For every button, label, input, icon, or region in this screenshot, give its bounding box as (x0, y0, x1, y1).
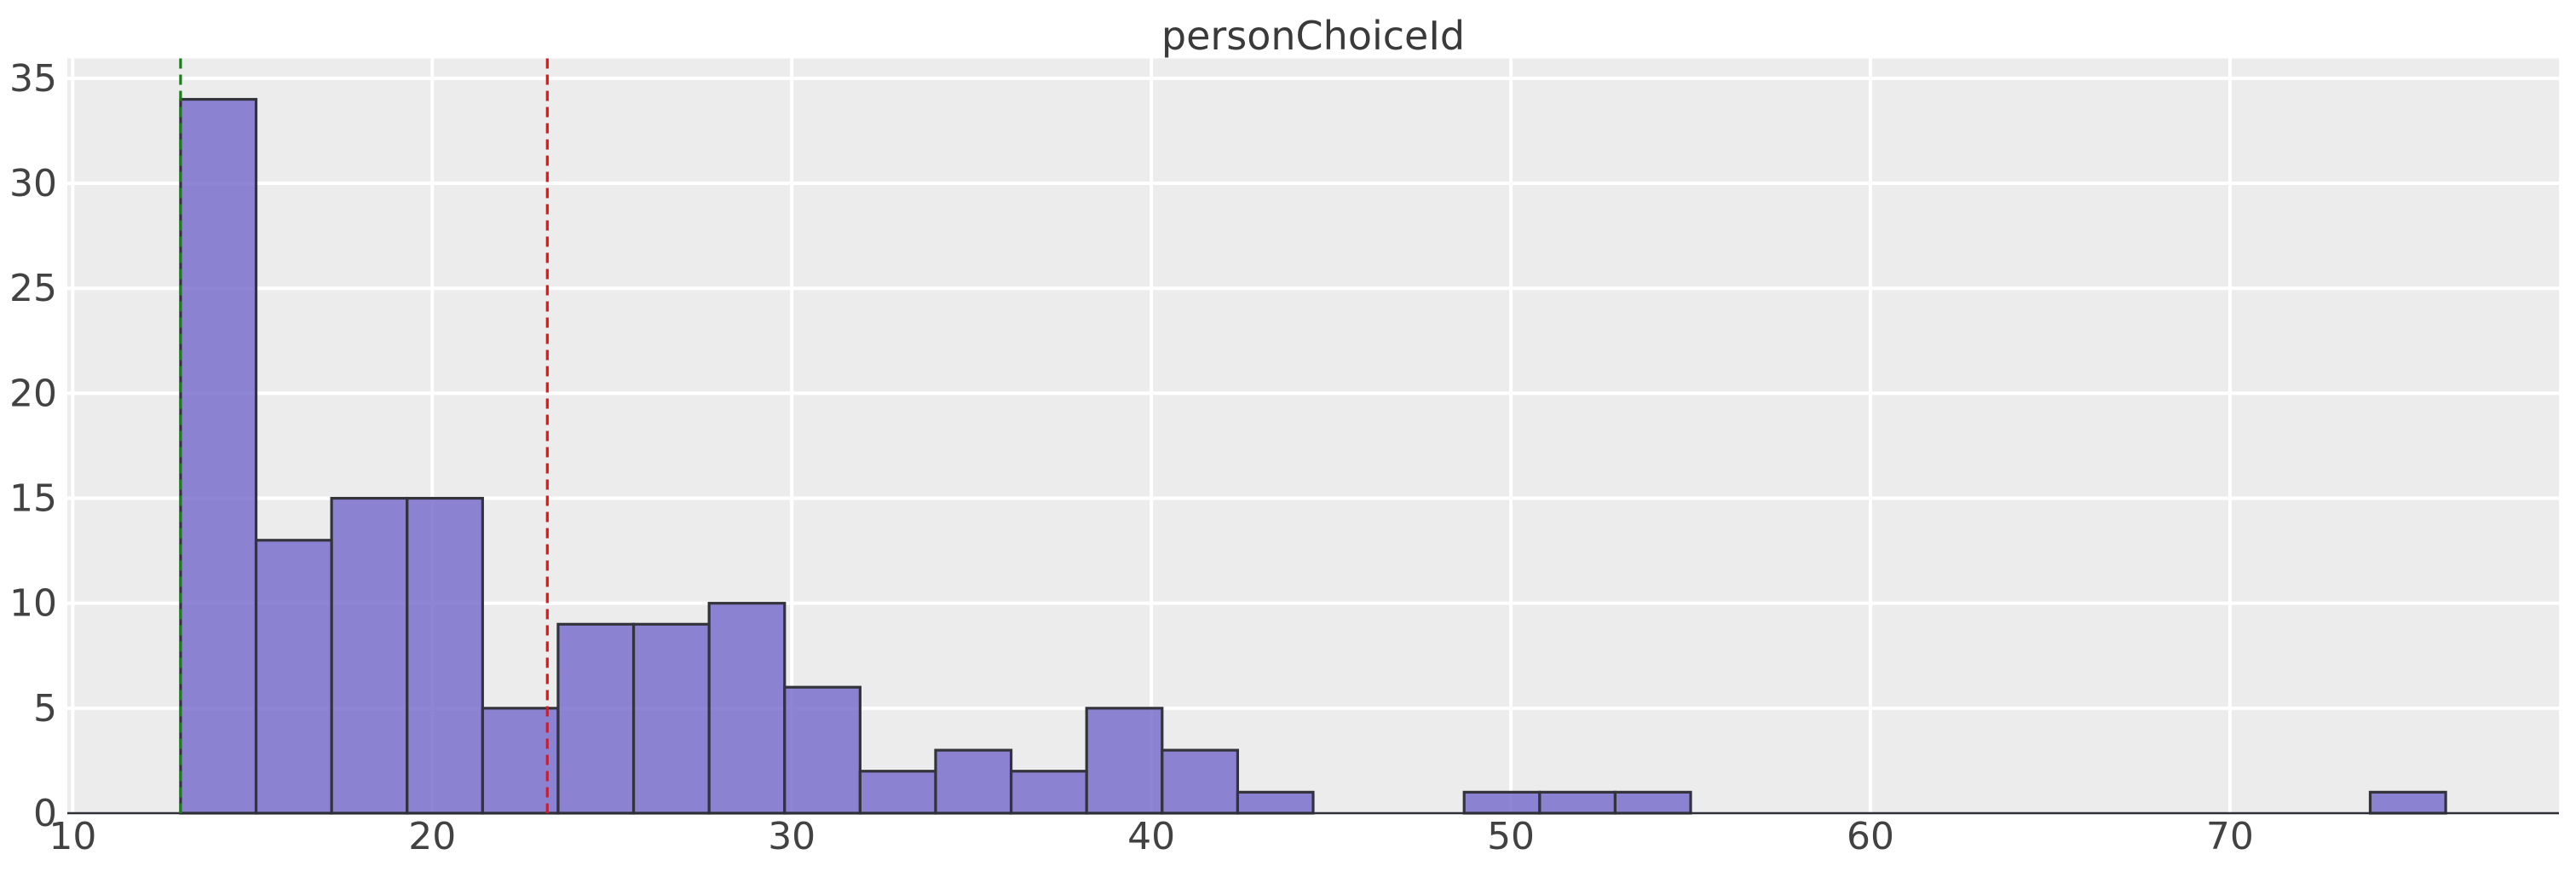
x-tick-label: 30 (768, 815, 815, 858)
histogram-bar (2368, 790, 2447, 815)
histogram-bar (1009, 770, 1088, 815)
y-tick-label: 15 (9, 477, 57, 521)
histogram-bar (254, 539, 333, 815)
histogram-bar (1613, 790, 1692, 815)
histogram-bar (1236, 790, 1315, 815)
y-tick-label: 0 (33, 792, 57, 835)
y-tick-label: 30 (9, 162, 57, 205)
histogram-bar (1462, 790, 1542, 815)
x-tick-label: 60 (1847, 815, 1894, 858)
y-tick-label: 25 (9, 267, 57, 310)
histogram-bar (783, 685, 862, 815)
histogram-bar (1085, 707, 1164, 815)
x-tick-label: 40 (1127, 815, 1175, 858)
histogram-bar (1161, 748, 1239, 815)
histogram-bar (406, 496, 484, 815)
x-tick-label: 70 (2206, 815, 2254, 858)
histogram-bar (179, 97, 258, 815)
y-tick-label: 20 (9, 372, 57, 415)
y-tick-label: 35 (9, 57, 57, 101)
histogram-bar (1538, 790, 1617, 815)
y-tick-label: 10 (9, 582, 57, 626)
x-tick-label: 20 (408, 815, 456, 858)
histogram-bar (707, 602, 787, 815)
x-tick-label: 10 (49, 815, 96, 858)
histogram-bar (330, 496, 409, 815)
x-tick-label: 50 (1487, 815, 1535, 858)
histogram-bar (556, 622, 636, 815)
histogram-bar (858, 770, 937, 815)
histogram-bar (934, 748, 1013, 815)
chart-title: personChoiceId (1161, 13, 1465, 59)
y-tick-label: 5 (33, 687, 57, 731)
histogram-bar (631, 622, 711, 815)
